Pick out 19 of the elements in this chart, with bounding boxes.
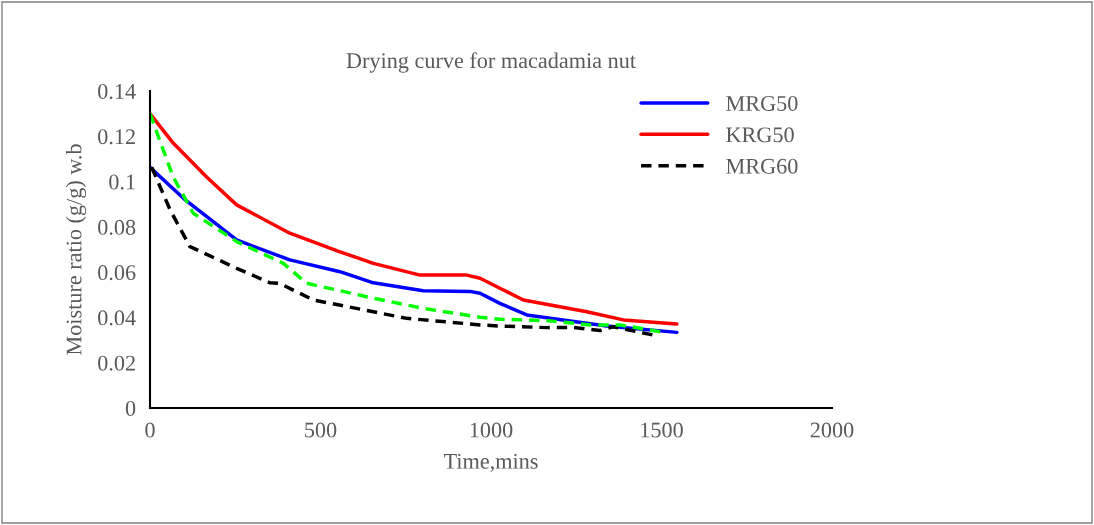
x-tick-label: 1500 [641,422,683,438]
x-tick-label: 0 [145,422,155,438]
legend-label: MRG50 [726,95,798,111]
y-tick-label: 0.14 [98,83,136,100]
x-tick-label: 500 [305,422,337,438]
y-tick-label: 0.12 [98,129,135,145]
y-tick-label: 0.06 [98,265,136,281]
y-tick-label: 0.02 [98,355,135,371]
chart-title: Drying curve for macadamia nut [346,52,636,73]
x-axis-title: Time,mins [443,453,538,472]
y-tick-label: 0.04 [98,310,136,326]
legend-label: KRG50 [726,127,794,143]
legend-label: MRG60 [726,158,798,174]
y-tick-label: 0.08 [98,219,136,235]
x-tick-label: 2000 [810,422,854,438]
y-tick-label: 0.1 [109,174,135,190]
y-tick-label: 0 [125,400,136,416]
y-axis-title: Moisture ratio (g/g) w.b [65,144,87,355]
x-tick-label: 1000 [470,422,513,438]
